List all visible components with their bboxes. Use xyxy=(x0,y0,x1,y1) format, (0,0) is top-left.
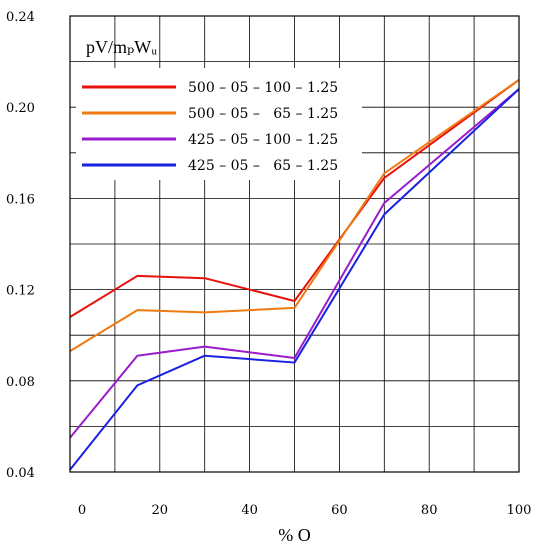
x-tick-label: 40 xyxy=(241,503,258,518)
y-tick-label: 0.20 xyxy=(6,101,35,116)
legend-label-4: 425 – 05 – 65 – 1.25 xyxy=(188,158,338,174)
x-axis-tick-labels: 0 20 40 60 80 100 xyxy=(78,503,532,518)
plot-frame xyxy=(69,15,520,473)
x-tick-label: 100 xyxy=(507,503,532,518)
chart-title: pV/mₚWᵤ xyxy=(86,37,157,57)
x-tick-label: 80 xyxy=(421,503,438,518)
series-line-4 xyxy=(69,88,520,471)
legend-label-3: 425 – 05 – 100 – 1.25 xyxy=(188,132,338,148)
series-line-1 xyxy=(69,79,520,318)
y-tick-label: 0.24 xyxy=(6,10,35,25)
series-line-2 xyxy=(69,79,520,353)
y-tick-label: 0.16 xyxy=(6,192,35,207)
y-tick-label: 0.08 xyxy=(6,375,35,390)
series-line-3 xyxy=(69,88,520,439)
y-tick-label: 0.04 xyxy=(6,466,35,481)
legend-label-1: 500 – 05 – 100 – 1.25 xyxy=(188,80,338,96)
x-tick-label: 0 xyxy=(78,503,86,518)
series-lines xyxy=(69,79,520,471)
y-axis-tick-labels: 0.04 0.08 0.12 0.16 0.20 0.24 xyxy=(6,10,35,481)
x-axis-title: % O xyxy=(278,525,311,545)
x-tick-label: 60 xyxy=(331,503,348,518)
y-tick-label: 0.12 xyxy=(6,284,35,299)
legend-label-2: 500 – 05 – 65 – 1.25 xyxy=(188,106,338,122)
legend: 500 – 05 – 100 – 1.25 500 – 05 – 65 – 1.2… xyxy=(82,80,338,174)
x-tick-label: 20 xyxy=(152,503,169,518)
